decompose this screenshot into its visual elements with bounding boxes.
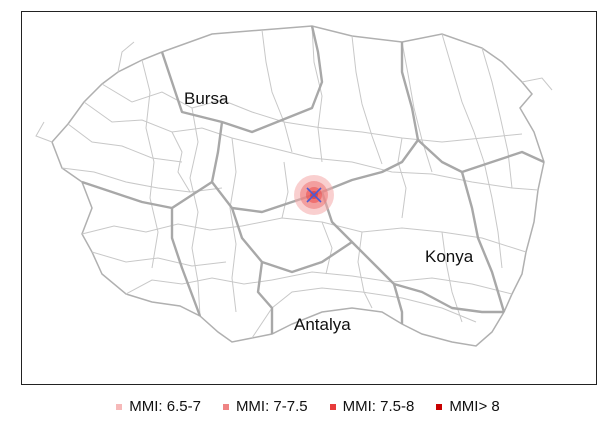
legend-item: MMI: 7.5-8 xyxy=(329,398,415,415)
city-label: Bursa xyxy=(184,89,229,108)
map-panel: Bursa Konya Antalya xyxy=(21,11,597,385)
region-outline xyxy=(51,25,545,347)
legend-item: MMI: 6.5-7 xyxy=(116,398,201,415)
city-label: Antalya xyxy=(294,315,351,334)
x-marker-icon xyxy=(306,187,322,203)
legend-label: MMI> 8 xyxy=(449,398,500,415)
legend-label: MMI: 7-7.5 xyxy=(235,398,308,415)
legend-swatch xyxy=(436,403,443,410)
legend-label: MMI: 6.5-7 xyxy=(129,398,201,415)
legend-swatch xyxy=(116,403,123,410)
legend: MMI: 6.5-7 MMI: 7-7.5 MMI: 7.5-8 MMI> 8 xyxy=(0,398,616,415)
legend-label: MMI: 7.5-8 xyxy=(342,398,415,415)
legend-item: MMI> 8 xyxy=(436,398,500,415)
legend-item: MMI: 7-7.5 xyxy=(222,398,308,415)
major-boundaries xyxy=(81,25,545,334)
city-label: Konya xyxy=(425,247,474,266)
province-boundaries xyxy=(35,25,553,347)
legend-swatch xyxy=(329,403,336,410)
region-map: Bursa Konya Antalya xyxy=(35,25,553,347)
legend-swatch xyxy=(222,403,229,410)
